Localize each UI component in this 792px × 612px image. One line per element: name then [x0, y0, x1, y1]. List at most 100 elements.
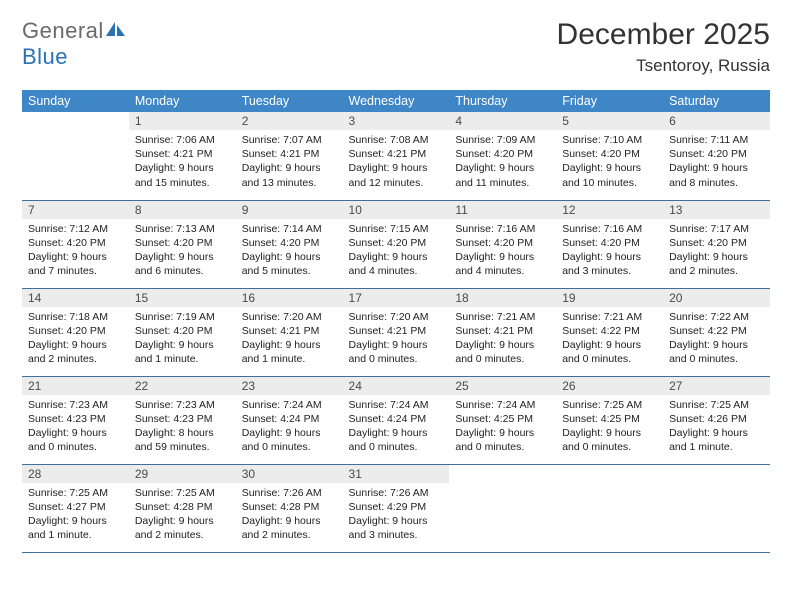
- sunset-text: Sunset: 4:28 PM: [242, 500, 337, 514]
- sunrise-text: Sunrise: 7:13 AM: [135, 222, 230, 236]
- calendar-cell: 27Sunrise: 7:25 AMSunset: 4:26 PMDayligh…: [663, 376, 770, 464]
- sunset-text: Sunset: 4:20 PM: [135, 324, 230, 338]
- sunrise-text: Sunrise: 7:22 AM: [669, 310, 764, 324]
- sunset-text: Sunset: 4:25 PM: [562, 412, 657, 426]
- day-number: 15: [129, 289, 236, 307]
- calendar-cell: 19Sunrise: 7:21 AMSunset: 4:22 PMDayligh…: [556, 288, 663, 376]
- sunrise-text: Sunrise: 7:23 AM: [28, 398, 123, 412]
- sunset-text: Sunset: 4:21 PM: [349, 324, 444, 338]
- day-details: Sunrise: 7:26 AMSunset: 4:29 PMDaylight:…: [343, 483, 450, 549]
- weekday-header: Sunday: [22, 90, 129, 112]
- calendar-cell: 2Sunrise: 7:07 AMSunset: 4:21 PMDaylight…: [236, 112, 343, 200]
- day-number: 2: [236, 112, 343, 130]
- sunrise-text: Sunrise: 7:08 AM: [349, 133, 444, 147]
- sunset-text: Sunset: 4:21 PM: [135, 147, 230, 161]
- sunset-text: Sunset: 4:20 PM: [135, 236, 230, 250]
- brand-part2: Blue: [22, 44, 68, 69]
- daylight-text: Daylight: 9 hours and 13 minutes.: [242, 161, 337, 189]
- sunrise-text: Sunrise: 7:26 AM: [242, 486, 337, 500]
- day-number: 13: [663, 201, 770, 219]
- daylight-text: Daylight: 9 hours and 0 minutes.: [242, 426, 337, 454]
- day-details: Sunrise: 7:25 AMSunset: 4:28 PMDaylight:…: [129, 483, 236, 549]
- calendar-cell: 28Sunrise: 7:25 AMSunset: 4:27 PMDayligh…: [22, 464, 129, 552]
- day-number: 19: [556, 289, 663, 307]
- sunrise-text: Sunrise: 7:25 AM: [669, 398, 764, 412]
- calendar-cell: 6Sunrise: 7:11 AMSunset: 4:20 PMDaylight…: [663, 112, 770, 200]
- calendar-cell: 22Sunrise: 7:23 AMSunset: 4:23 PMDayligh…: [129, 376, 236, 464]
- calendar-cell: 15Sunrise: 7:19 AMSunset: 4:20 PMDayligh…: [129, 288, 236, 376]
- day-details: Sunrise: 7:13 AMSunset: 4:20 PMDaylight:…: [129, 219, 236, 285]
- sunset-text: Sunset: 4:26 PM: [669, 412, 764, 426]
- day-details: Sunrise: 7:21 AMSunset: 4:21 PMDaylight:…: [449, 307, 556, 373]
- weekday-header: Thursday: [449, 90, 556, 112]
- weekday-header: Wednesday: [343, 90, 450, 112]
- calendar-week-row: 7Sunrise: 7:12 AMSunset: 4:20 PMDaylight…: [22, 200, 770, 288]
- sunrise-text: Sunrise: 7:06 AM: [135, 133, 230, 147]
- sunset-text: Sunset: 4:20 PM: [455, 147, 550, 161]
- calendar-cell: 13Sunrise: 7:17 AMSunset: 4:20 PMDayligh…: [663, 200, 770, 288]
- daylight-text: Daylight: 9 hours and 2 minutes.: [669, 250, 764, 278]
- sail-icon: [106, 18, 126, 44]
- sunrise-text: Sunrise: 7:12 AM: [28, 222, 123, 236]
- calendar-cell: 10Sunrise: 7:15 AMSunset: 4:20 PMDayligh…: [343, 200, 450, 288]
- sunset-text: Sunset: 4:21 PM: [242, 324, 337, 338]
- sunrise-text: Sunrise: 7:10 AM: [562, 133, 657, 147]
- sunrise-text: Sunrise: 7:16 AM: [455, 222, 550, 236]
- weekday-row: SundayMondayTuesdayWednesdayThursdayFrid…: [22, 90, 770, 112]
- day-number: 14: [22, 289, 129, 307]
- day-details: Sunrise: 7:18 AMSunset: 4:20 PMDaylight:…: [22, 307, 129, 373]
- daylight-text: Daylight: 9 hours and 0 minutes.: [349, 338, 444, 366]
- calendar-table: SundayMondayTuesdayWednesdayThursdayFrid…: [22, 90, 770, 553]
- sunrise-text: Sunrise: 7:07 AM: [242, 133, 337, 147]
- sunset-text: Sunset: 4:20 PM: [562, 147, 657, 161]
- day-number: 26: [556, 377, 663, 395]
- day-number: 24: [343, 377, 450, 395]
- sunrise-text: Sunrise: 7:26 AM: [349, 486, 444, 500]
- day-number: 6: [663, 112, 770, 130]
- sunrise-text: Sunrise: 7:20 AM: [349, 310, 444, 324]
- sunrise-text: Sunrise: 7:16 AM: [562, 222, 657, 236]
- sunrise-text: Sunrise: 7:21 AM: [455, 310, 550, 324]
- day-details: Sunrise: 7:11 AMSunset: 4:20 PMDaylight:…: [663, 130, 770, 196]
- day-number: 28: [22, 465, 129, 483]
- sunset-text: Sunset: 4:28 PM: [135, 500, 230, 514]
- sunrise-text: Sunrise: 7:21 AM: [562, 310, 657, 324]
- daylight-text: Daylight: 9 hours and 12 minutes.: [349, 161, 444, 189]
- day-details: Sunrise: 7:23 AMSunset: 4:23 PMDaylight:…: [22, 395, 129, 461]
- sunrise-text: Sunrise: 7:11 AM: [669, 133, 764, 147]
- calendar-cell: 30Sunrise: 7:26 AMSunset: 4:28 PMDayligh…: [236, 464, 343, 552]
- daylight-text: Daylight: 9 hours and 0 minutes.: [562, 338, 657, 366]
- day-number: 27: [663, 377, 770, 395]
- weekday-header: Tuesday: [236, 90, 343, 112]
- daylight-text: Daylight: 9 hours and 0 minutes.: [349, 426, 444, 454]
- sunrise-text: Sunrise: 7:23 AM: [135, 398, 230, 412]
- sunset-text: Sunset: 4:20 PM: [349, 236, 444, 250]
- day-number: 10: [343, 201, 450, 219]
- daylight-text: Daylight: 9 hours and 0 minutes.: [455, 426, 550, 454]
- daylight-text: Daylight: 9 hours and 0 minutes.: [28, 426, 123, 454]
- sunrise-text: Sunrise: 7:15 AM: [349, 222, 444, 236]
- calendar-cell: [449, 464, 556, 552]
- sunset-text: Sunset: 4:20 PM: [28, 236, 123, 250]
- day-number: 21: [22, 377, 129, 395]
- day-details: Sunrise: 7:23 AMSunset: 4:23 PMDaylight:…: [129, 395, 236, 461]
- sunset-text: Sunset: 4:20 PM: [562, 236, 657, 250]
- daylight-text: Daylight: 9 hours and 5 minutes.: [242, 250, 337, 278]
- sunrise-text: Sunrise: 7:18 AM: [28, 310, 123, 324]
- sunrise-text: Sunrise: 7:24 AM: [242, 398, 337, 412]
- sunset-text: Sunset: 4:20 PM: [242, 236, 337, 250]
- sunset-text: Sunset: 4:23 PM: [135, 412, 230, 426]
- day-details: Sunrise: 7:26 AMSunset: 4:28 PMDaylight:…: [236, 483, 343, 549]
- day-number: 31: [343, 465, 450, 483]
- calendar-cell: 17Sunrise: 7:20 AMSunset: 4:21 PMDayligh…: [343, 288, 450, 376]
- day-number: 22: [129, 377, 236, 395]
- calendar-week-row: 28Sunrise: 7:25 AMSunset: 4:27 PMDayligh…: [22, 464, 770, 552]
- calendar-cell: 23Sunrise: 7:24 AMSunset: 4:24 PMDayligh…: [236, 376, 343, 464]
- day-details: Sunrise: 7:16 AMSunset: 4:20 PMDaylight:…: [556, 219, 663, 285]
- day-details: Sunrise: 7:24 AMSunset: 4:24 PMDaylight:…: [236, 395, 343, 461]
- day-details: Sunrise: 7:12 AMSunset: 4:20 PMDaylight:…: [22, 219, 129, 285]
- sunset-text: Sunset: 4:24 PM: [349, 412, 444, 426]
- calendar-cell: [663, 464, 770, 552]
- day-details: Sunrise: 7:25 AMSunset: 4:26 PMDaylight:…: [663, 395, 770, 461]
- daylight-text: Daylight: 9 hours and 3 minutes.: [349, 514, 444, 542]
